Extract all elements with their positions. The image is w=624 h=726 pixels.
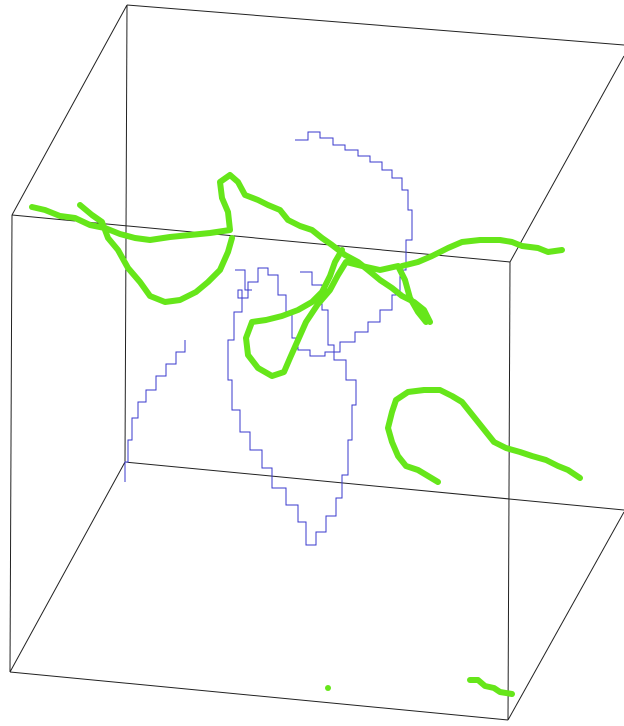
walk-path xyxy=(467,677,515,697)
cube xyxy=(9,4,624,721)
cube-edge xyxy=(126,4,624,46)
walk-path xyxy=(399,237,565,269)
walk-path xyxy=(124,340,186,482)
cube-edge xyxy=(11,4,128,216)
cube-edge xyxy=(11,214,511,263)
cube-edge xyxy=(507,511,624,721)
walk-point xyxy=(325,685,331,691)
cube-edge xyxy=(124,461,624,511)
walk-path xyxy=(77,202,235,305)
cube-edge xyxy=(9,671,509,721)
walk-path xyxy=(227,131,413,546)
walk-path xyxy=(29,172,433,325)
cube-edge xyxy=(509,55,624,263)
walk-path xyxy=(385,387,583,485)
cube-edge xyxy=(9,461,126,673)
blue-walks xyxy=(124,131,413,546)
walk-path xyxy=(243,247,429,379)
cube-edge xyxy=(9,214,13,673)
green-walks xyxy=(29,172,583,697)
cube-edge xyxy=(507,261,511,721)
walk-path xyxy=(235,269,252,291)
